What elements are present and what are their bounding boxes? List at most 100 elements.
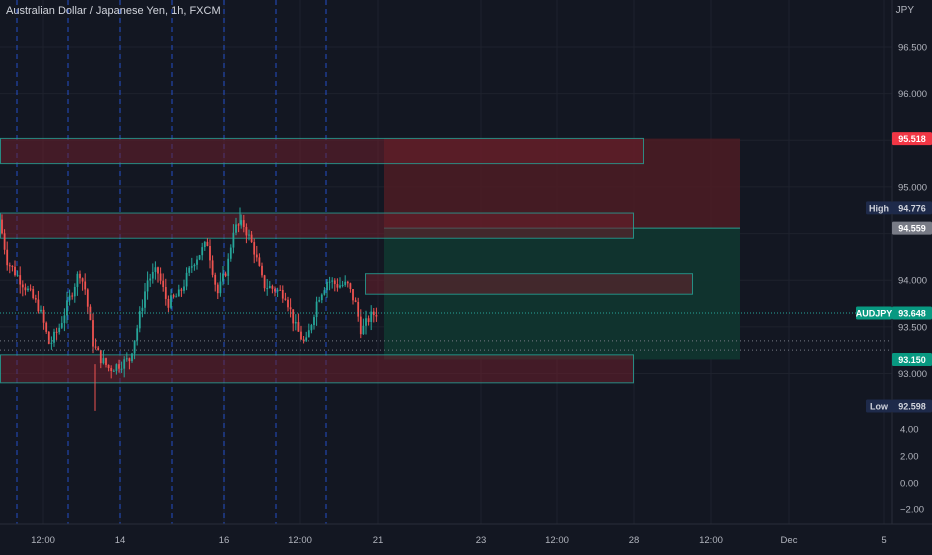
lower-axis-label: 0.00 (900, 479, 919, 490)
candle-body (261, 265, 263, 276)
candle-body (211, 260, 214, 275)
candle-body (294, 322, 297, 324)
candle-body (284, 298, 287, 300)
candle-body (115, 364, 118, 371)
candle-body (136, 328, 139, 341)
candle-body (229, 247, 232, 259)
price-tag-label-high-tag: High (869, 203, 889, 213)
price-tag-low-tag (866, 399, 892, 413)
supply-zone-middle (0, 212, 634, 239)
candle-body (34, 298, 37, 300)
candle-body (232, 232, 235, 248)
x-tick-label: 12:00 (699, 535, 723, 546)
price-tag-target (892, 353, 932, 367)
candle-body (11, 265, 14, 267)
candle-body (201, 247, 204, 256)
candle-body (227, 258, 230, 276)
candle-body (123, 359, 126, 369)
candle-body (110, 368, 113, 372)
price-tag-high-tag (866, 201, 892, 215)
price-tag-label-low-tag: Low (870, 402, 889, 412)
candle-body (40, 309, 42, 312)
candle-body (177, 289, 180, 297)
x-tick-label: Dec (781, 535, 798, 546)
y-tick-label: 96.500 (898, 43, 927, 54)
candle-body (131, 353, 133, 362)
candle-body (310, 325, 313, 331)
candle-body (19, 275, 22, 285)
candle-body (341, 284, 344, 286)
candle-body (305, 337, 308, 341)
candle-body (268, 286, 271, 289)
y-tick-label: 96.000 (898, 89, 927, 100)
candle-body (1, 219, 3, 234)
candle-body (144, 291, 146, 308)
price-tag-label-low: 92.598 (898, 402, 926, 412)
candle-body (297, 322, 300, 332)
candle-body (255, 254, 258, 258)
candle-body (149, 278, 152, 281)
candle-body (162, 280, 165, 288)
x-tick-label: 16 (219, 535, 230, 546)
candle-body (76, 273, 79, 287)
candle-body (138, 311, 141, 329)
y-tick-label: 93.500 (898, 322, 927, 333)
candle-body (362, 325, 365, 335)
candle-body (172, 295, 175, 297)
price-tag-label-entry: 94.559 (898, 224, 926, 234)
x-tick-label: 28 (629, 535, 640, 546)
candle-body (16, 275, 19, 277)
candle-body (354, 300, 357, 302)
candle-body (53, 331, 55, 343)
candle-body (214, 274, 217, 285)
candle-body (313, 317, 315, 326)
candle-body (326, 281, 328, 291)
candle-body (183, 286, 185, 291)
candle-body (50, 342, 53, 344)
candle-body (79, 273, 81, 279)
candle-body (81, 278, 84, 282)
candle-body (37, 299, 40, 312)
candle-body (193, 264, 196, 267)
candle-body (128, 358, 131, 362)
price-tag-high (892, 201, 932, 215)
price-tag-label-stop: 95.518 (898, 134, 926, 144)
candle-body (328, 281, 331, 283)
candle-body (258, 257, 261, 266)
candle-body (315, 301, 318, 318)
candle-body (198, 255, 201, 260)
x-tick-label: 12:00 (288, 535, 312, 546)
candle-body (60, 323, 63, 328)
candle-body (318, 300, 321, 302)
candle-body (253, 242, 256, 255)
x-tick-label: 14 (115, 535, 126, 546)
candle-body (287, 299, 289, 308)
supply-zone-upper (0, 137, 644, 165)
candle-body (185, 272, 188, 287)
candle-body (66, 300, 68, 316)
candle-body (180, 289, 183, 291)
candle-body (281, 289, 284, 299)
lower-axis-label: 2.00 (900, 452, 919, 463)
candle-body (45, 322, 48, 332)
y-tick-label: 94.000 (898, 276, 927, 287)
candle-body (289, 307, 292, 310)
candle-body (276, 289, 279, 292)
candle-body (71, 295, 74, 297)
candle-body (274, 288, 276, 292)
candle-body (47, 331, 50, 344)
price-tag-entry (892, 221, 932, 235)
candle-body (151, 271, 154, 279)
candle-body (55, 331, 58, 333)
candle-body (292, 309, 295, 324)
candle-body (94, 346, 97, 348)
candle-body (118, 364, 120, 369)
candle-body (21, 284, 24, 288)
candle-body (242, 220, 245, 228)
x-tick-label: 21 (373, 535, 384, 546)
candle-body (307, 330, 310, 338)
candle-body (164, 287, 167, 299)
x-tick-label: 12:00 (545, 535, 569, 546)
